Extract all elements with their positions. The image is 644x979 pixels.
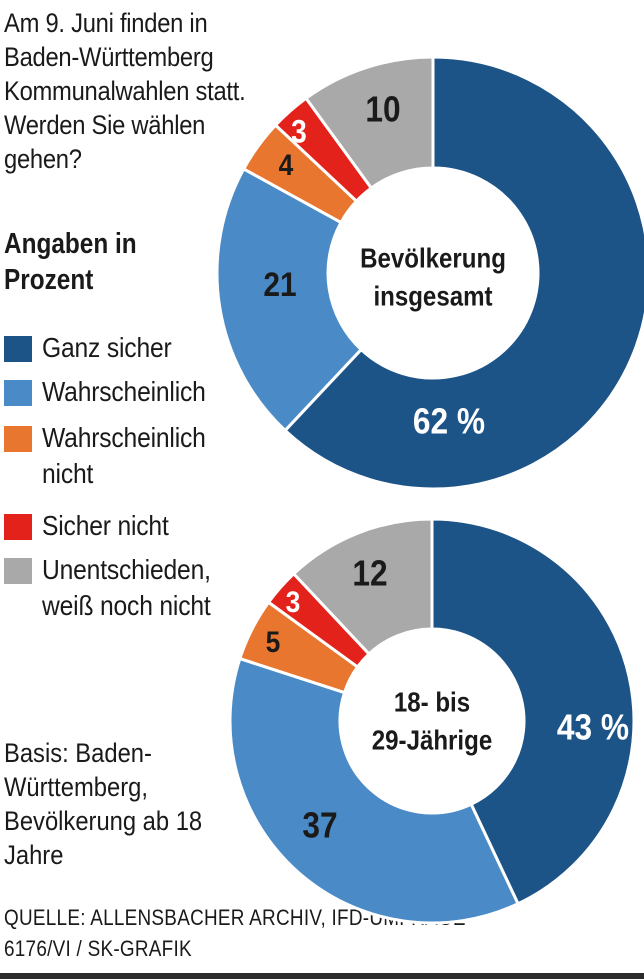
legend-label: Ganz sicher — [42, 332, 172, 363]
slice-wahrscheinlich — [215, 166, 364, 433]
data-label-ganz-sicher: 62 % — [413, 402, 485, 442]
legend-label: Wahrscheinlich nicht — [42, 422, 206, 489]
legend-swatch — [4, 426, 32, 452]
bottom-rule — [0, 973, 644, 979]
slice-unentschieden-weiss-noch-nicht — [303, 55, 435, 191]
legend-swatch — [4, 558, 32, 584]
data-label-unentschieden-weiss-noch-nicht: 12 — [352, 554, 387, 594]
slice-unentschieden-weiss-noch-nicht — [291, 517, 434, 657]
data-label-wahrscheinlich: 21 — [263, 265, 296, 303]
unit-label: Angaben in Prozent — [4, 228, 137, 296]
center-label-line-1: Bevölkerung — [360, 242, 506, 274]
slice-wahrscheinlich — [228, 656, 521, 925]
slice-ganz-sicher — [283, 55, 644, 491]
data-label-wahrscheinlich-nicht: 4 — [279, 147, 294, 181]
data-label-ganz-sicher: 43 % — [557, 708, 629, 748]
basis-note: Basis: Baden-Württemberg, Bevölkerung ab… — [4, 738, 203, 870]
donut-chart-18-29: 43 % 37 53 12 18- bis 29-Jährige — [228, 517, 636, 925]
legend-label: Sicher nicht — [42, 510, 169, 541]
slice-ganz-sicher — [430, 517, 636, 906]
legend-swatch — [4, 336, 32, 362]
data-label-wahrscheinlich-nicht: 5 — [266, 624, 281, 658]
data-label-sicher-nicht: 3 — [291, 115, 307, 150]
data-label-wahrscheinlich: 37 — [302, 806, 337, 846]
center-label-line-2: insgesamt — [373, 280, 492, 312]
legend-label: Wahrscheinlich — [42, 376, 206, 407]
center-label-line-2: 29-Jährige — [372, 724, 492, 756]
data-label-sicher-nicht: 3 — [286, 584, 301, 618]
data-label-unentschieden-weiss-noch-nicht: 10 — [365, 90, 400, 130]
legend-swatch — [4, 514, 32, 540]
legend-swatch — [4, 380, 32, 406]
donut-chart-total: 62 % 21 43 10 Bevölkerung insgesamt — [215, 55, 644, 491]
center-label-line-1: 18- bis — [394, 686, 470, 718]
question-text: Am 9. Juni finden in Baden-Württemberg K… — [4, 8, 246, 174]
legend-label: Unentschieden, weiß noch nicht — [42, 554, 211, 621]
